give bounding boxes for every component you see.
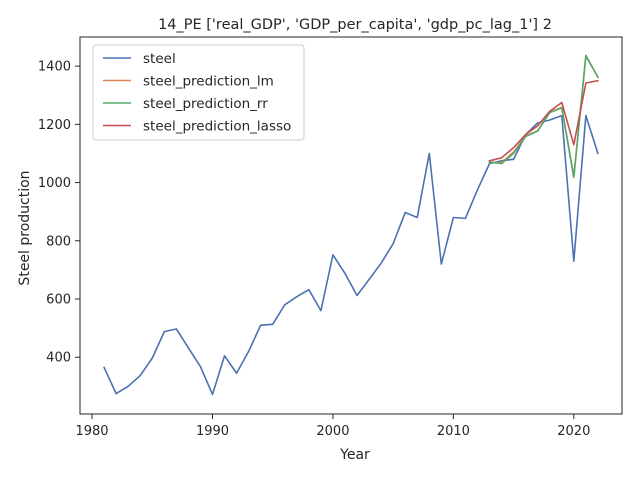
legend-entry: steel_prediction_lm: [143, 74, 274, 90]
y-axis-title: Steel production: [17, 170, 33, 285]
series-line-steel: [103, 114, 599, 396]
series-line-steel-prediction-lasso: [488, 79, 599, 162]
plot-marks: [103, 54, 600, 396]
legend-entry: steel_prediction_rr: [143, 96, 268, 112]
chart-title: 14_PE ['real_GDP', 'GDP_per_capita', 'gd…: [158, 17, 552, 33]
plot-frame: [79, 36, 623, 415]
x-tick-label: 1990: [196, 424, 229, 439]
y-tick-label: 600: [46, 293, 71, 308]
x-tick-label: 2020: [557, 424, 590, 439]
y-tick-label: 1000: [38, 176, 71, 191]
x-tick-label: 1980: [75, 424, 108, 439]
legend: steel steel_prediction_lm steel_prediction…: [92, 44, 305, 141]
legend-box: [92, 44, 305, 141]
legend-entry: steel_prediction_lasso: [143, 119, 291, 135]
y-tick-label: 400: [46, 351, 71, 366]
y-tick-label: 800: [46, 234, 71, 249]
legend-entry: steel: [143, 51, 176, 67]
axes: 1980 1990 2000 2010 2020 400 600 800 1000 1200 140…: [38, 36, 623, 439]
y-tick-label: 1400: [38, 60, 71, 75]
x-tick-label: 2010: [437, 424, 470, 439]
y-tick-label: 1200: [38, 118, 71, 133]
x-axis-title: Year: [339, 447, 370, 463]
x-tick-label: 2000: [316, 424, 349, 439]
